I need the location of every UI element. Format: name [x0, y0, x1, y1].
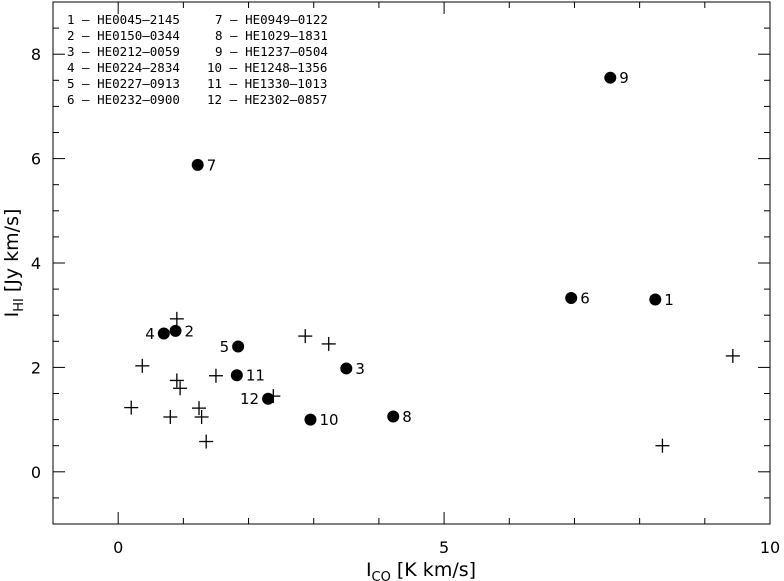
point-label: 4: [145, 325, 155, 343]
data-point-11: [230, 369, 243, 382]
plus-marker: [173, 381, 188, 396]
x-tick-label: 0: [113, 538, 123, 557]
data-point-4: [157, 327, 170, 340]
legend-entry: 1 – HE0045–2145: [67, 12, 180, 27]
legend-entry: 7 – HE0949–0122: [215, 12, 328, 27]
y-axis-label: IHI [Jy km/s]: [1, 209, 27, 318]
y-axis-label-rest: [Jy km/s]: [1, 209, 23, 299]
axis-tick-labels: 0 5 10 0 2 4 6 8: [31, 45, 780, 557]
y-tick-label: 6: [31, 150, 41, 169]
point-label: 5: [220, 338, 230, 356]
plus-marker: [208, 368, 223, 383]
y-axis-label-main: I: [1, 312, 23, 318]
x-axis-label-main: I: [366, 559, 372, 581]
data-point-8: [387, 410, 400, 423]
plus-marker: [192, 401, 207, 416]
plus-marker: [655, 438, 670, 453]
data-point-3: [340, 362, 353, 375]
plus-marker: [169, 373, 184, 388]
data-point-7: [191, 158, 204, 171]
point-label: 6: [580, 289, 590, 307]
point-label: 3: [355, 360, 365, 378]
legend-entry: 12 – HE2302–0857: [207, 92, 327, 107]
point-label: 1: [664, 291, 674, 309]
data-point-2: [169, 324, 182, 337]
legend-entry: 10 – HE1248–1356: [207, 60, 327, 75]
x-axis-label: ICO [K km/s]: [366, 559, 476, 581]
y-tick-label: 0: [31, 463, 41, 482]
data-point-9: [604, 71, 617, 84]
x-tick-label: 5: [439, 538, 449, 557]
legend-entry: 5 – HE0227–0913: [67, 76, 180, 91]
point-label: 7: [207, 156, 217, 174]
data-point-10: [304, 413, 317, 426]
data-point-5: [232, 340, 245, 353]
plus-marker: [321, 336, 336, 351]
x-tick-label: 10: [760, 538, 780, 557]
y-tick-label: 8: [31, 45, 41, 64]
legend-entry: 3 – HE0212–0059: [67, 44, 180, 59]
legend-entry: 9 – HE1237–0504: [215, 44, 328, 59]
legend-entry: 6 – HE0232–0900: [67, 92, 180, 107]
plus-marker: [725, 348, 740, 363]
plus-marker: [194, 409, 209, 424]
plus-marker: [169, 311, 184, 326]
y-tick-label: 2: [31, 358, 41, 377]
y-axis-label-sub: HI: [12, 298, 27, 312]
data-point-1: [649, 293, 662, 306]
legend-entry: 2 – HE0150–0344: [67, 28, 180, 43]
y-tick-label: 4: [31, 254, 41, 273]
legend-entry: 11 – HE1330–1013: [207, 76, 327, 91]
x-axis-label-sub: CO: [372, 570, 391, 581]
legend-entry: 4 – HE0224–2834: [67, 60, 180, 75]
data-marks: [124, 71, 740, 453]
point-label: 10: [319, 411, 338, 429]
point-label: 2: [185, 322, 195, 340]
point-label: 12: [240, 390, 259, 408]
legend-entry: 8 – HE1029–1831: [215, 28, 328, 43]
point-label: 9: [619, 69, 629, 87]
data-point-12: [262, 392, 275, 405]
point-label: 8: [402, 408, 412, 426]
legend: 1 – HE0045–2145 2 – HE0150–0344 3 – HE02…: [67, 12, 328, 107]
data-point-6: [565, 291, 578, 304]
plus-marker: [298, 329, 313, 344]
x-axis-label-rest: [K km/s]: [391, 559, 476, 581]
plus-marker: [199, 434, 214, 449]
plus-marker: [266, 389, 281, 404]
plus-marker: [163, 409, 178, 424]
axis-ticks: [52, 1, 771, 525]
point-label: 11: [246, 367, 265, 385]
plus-marker: [135, 358, 150, 373]
plus-marker: [124, 400, 139, 415]
